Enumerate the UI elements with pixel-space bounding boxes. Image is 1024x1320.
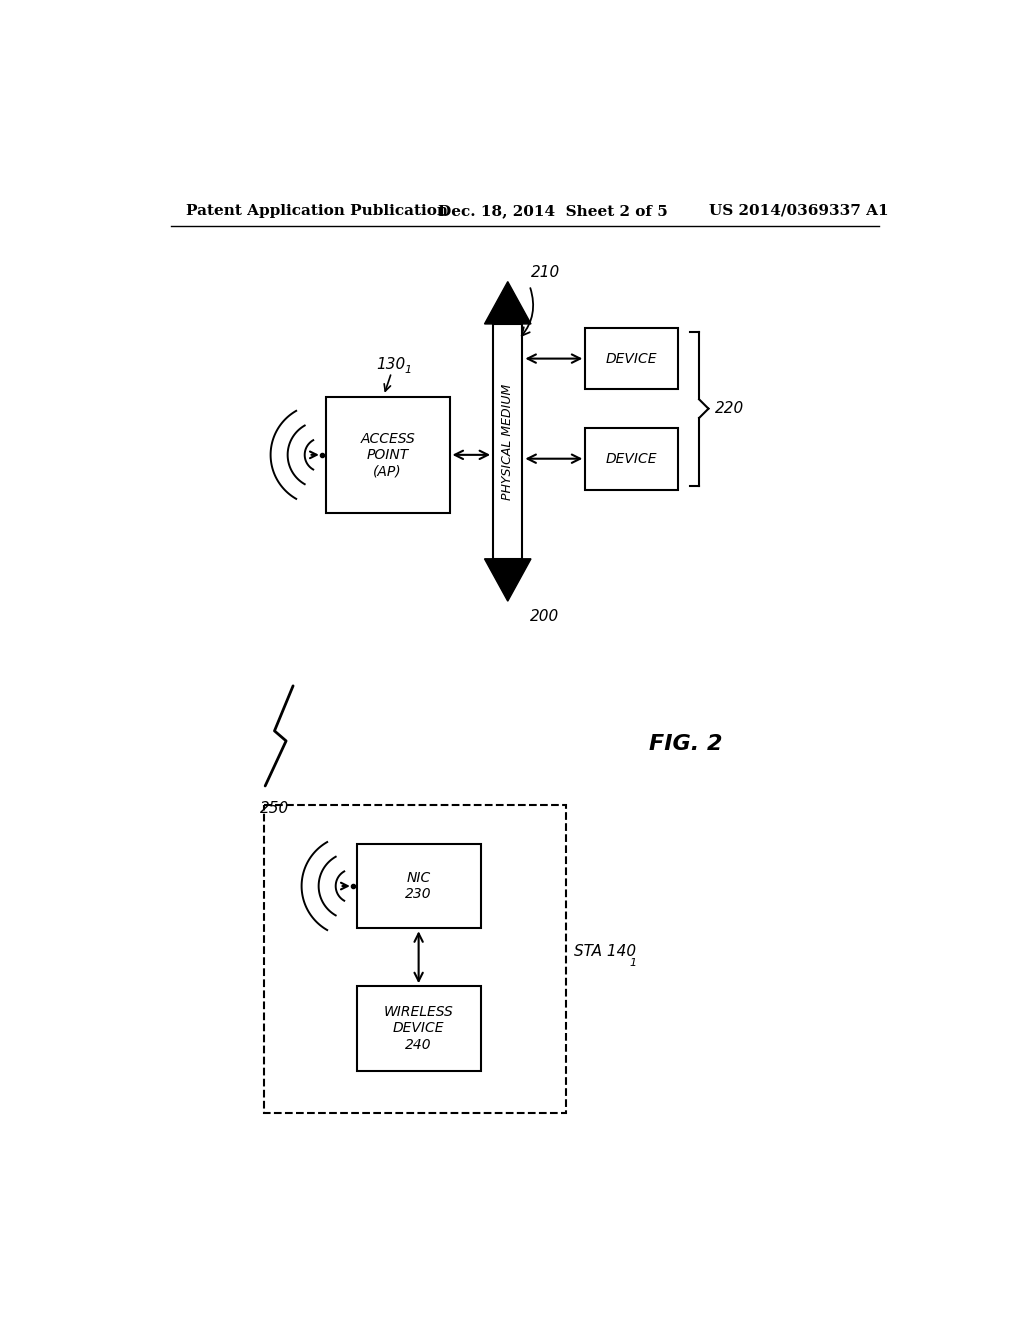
Text: 1: 1	[630, 958, 637, 968]
Text: Dec. 18, 2014  Sheet 2 of 5: Dec. 18, 2014 Sheet 2 of 5	[438, 203, 668, 218]
Bar	[586, 327, 678, 389]
Text: 250: 250	[260, 801, 289, 816]
Text: 130: 130	[376, 358, 406, 372]
Text: FIG. 2: FIG. 2	[649, 734, 723, 754]
Text: DEVICE: DEVICE	[606, 351, 657, 366]
Text: 210: 210	[531, 265, 560, 280]
Text: 1: 1	[404, 366, 412, 375]
Bar	[493, 323, 522, 558]
Text: NIC
230: NIC 230	[406, 871, 432, 902]
Bar	[326, 397, 450, 512]
Polygon shape	[484, 558, 531, 601]
Text: PHYSICAL MEDIUM: PHYSICAL MEDIUM	[502, 383, 514, 499]
Text: DEVICE: DEVICE	[606, 451, 657, 466]
Bar	[356, 986, 480, 1071]
Bar	[586, 428, 678, 490]
Bar	[356, 843, 480, 928]
Bar	[263, 805, 566, 1113]
Text: Patent Application Publication: Patent Application Publication	[186, 203, 449, 218]
Text: 200: 200	[529, 609, 559, 624]
Text: 220: 220	[715, 401, 743, 416]
Text: US 2014/0369337 A1: US 2014/0369337 A1	[710, 203, 889, 218]
Text: STA 140: STA 140	[573, 944, 636, 960]
Text: WIRELESS
DEVICE
240: WIRELESS DEVICE 240	[384, 1006, 454, 1052]
Text: ACCESS
POINT
(AP): ACCESS POINT (AP)	[360, 432, 415, 478]
Polygon shape	[484, 281, 531, 323]
